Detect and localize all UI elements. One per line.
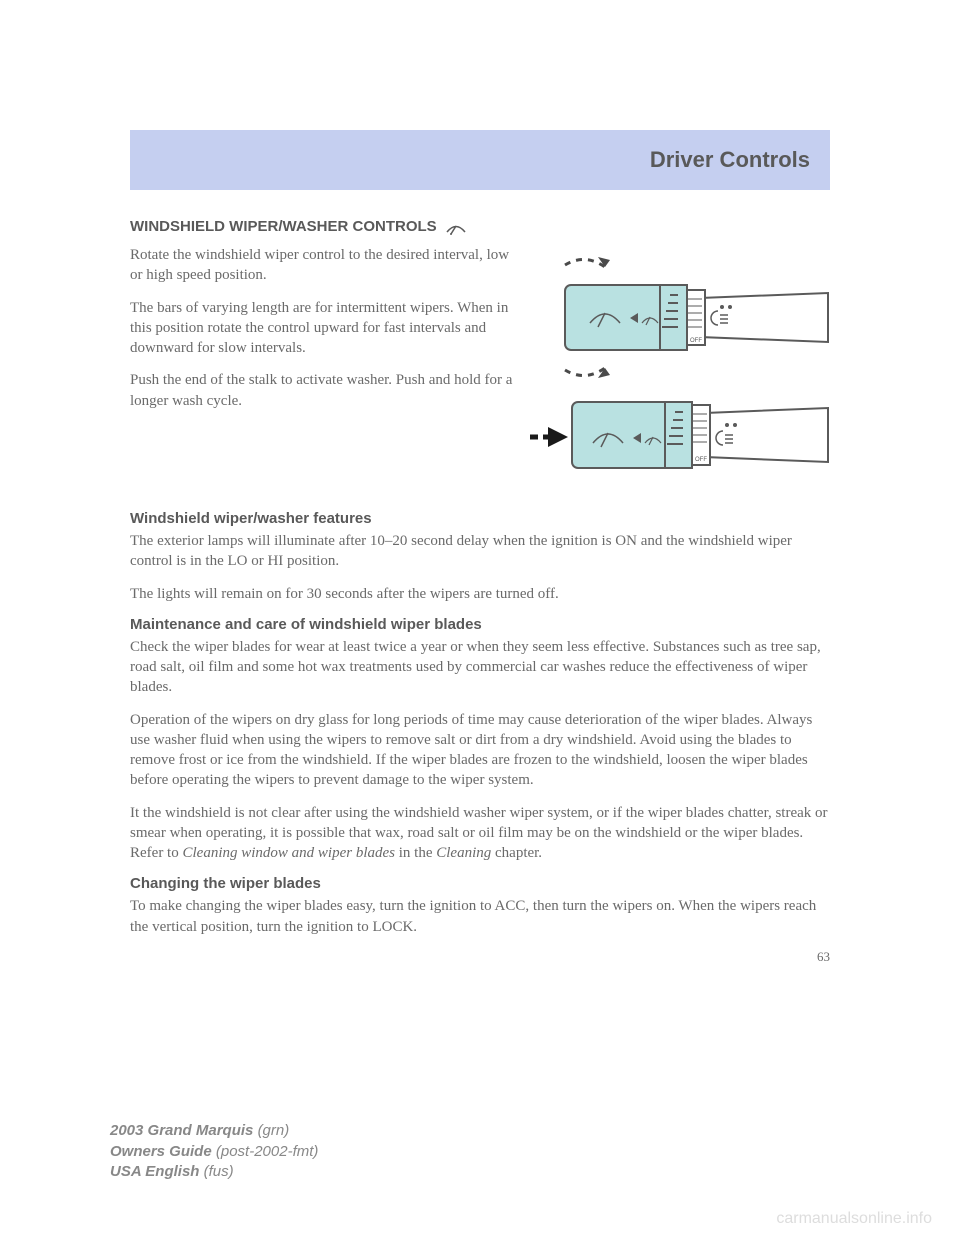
footer-model: 2003 Grand Marquis bbox=[110, 1122, 258, 1139]
footer-line-3: USA English (fus) bbox=[110, 1162, 318, 1182]
page-content: Driver Controls WINDSHIELD WIPER/WASHER … bbox=[130, 130, 830, 965]
watermark: carmanualsonline.info bbox=[776, 1210, 932, 1228]
features-p1: The exterior lamps will illuminate after… bbox=[130, 531, 830, 572]
maintenance-heading: Maintenance and care of windshield wiper… bbox=[130, 616, 830, 633]
features-p2: The lights will remain on for 30 seconds… bbox=[130, 584, 830, 604]
footer-lang: USA English bbox=[110, 1163, 204, 1180]
footer-guide: Owners Guide bbox=[110, 1143, 216, 1160]
chapter-title: Driver Controls bbox=[650, 147, 810, 173]
maint-p2: Operation of the wipers on dry glass for… bbox=[130, 710, 830, 791]
maint-p3: It the windshield is not clear after usi… bbox=[130, 803, 830, 864]
maint-p3-i2: Cleaning bbox=[436, 845, 491, 861]
footer-block: 2003 Grand Marquis (grn) Owners Guide (p… bbox=[110, 1121, 318, 1182]
para-rotate: Rotate the windshield wiper control to t… bbox=[130, 245, 515, 286]
intro-text-column: Rotate the windshield wiper control to t… bbox=[130, 245, 515, 490]
features-heading: Windshield wiper/washer features bbox=[130, 510, 830, 527]
footer-code-1: (grn) bbox=[258, 1122, 290, 1139]
para-bars: The bars of varying length are for inter… bbox=[130, 298, 515, 359]
intro-row: Rotate the windshield wiper control to t… bbox=[130, 245, 830, 490]
svg-text:OFF: OFF bbox=[690, 338, 702, 344]
maint-p3-c: chapter. bbox=[491, 845, 542, 861]
footer-code-3: (fus) bbox=[204, 1163, 234, 1180]
section-heading-row: WINDSHIELD WIPER/WASHER CONTROLS bbox=[130, 218, 830, 235]
para-push: Push the end of the stalk to activate wa… bbox=[130, 370, 515, 411]
maint-p3-b: in the bbox=[395, 845, 436, 861]
page-number: 63 bbox=[130, 949, 830, 965]
change-p1: To make changing the wiper blades easy, … bbox=[130, 896, 830, 937]
footer-line-1: 2003 Grand Marquis (grn) bbox=[110, 1121, 318, 1141]
header-band: Driver Controls bbox=[130, 130, 830, 190]
maint-p3-i1: Cleaning window and wiper blades bbox=[182, 845, 395, 861]
rotate-stalk-diagram: OFF bbox=[530, 245, 830, 390]
push-stalk-diagram: OFF bbox=[530, 385, 830, 485]
change-heading: Changing the wiper blades bbox=[130, 875, 830, 892]
wiper-icon bbox=[445, 219, 467, 235]
section-heading: WINDSHIELD WIPER/WASHER CONTROLS bbox=[130, 218, 437, 235]
maint-p1: Check the wiper blades for wear at least… bbox=[130, 637, 830, 698]
diagram-column: OFF bbox=[530, 245, 830, 490]
footer-code-2: (post-2002-fmt) bbox=[216, 1143, 319, 1160]
svg-text:OFF: OFF bbox=[695, 457, 707, 463]
footer-line-2: Owners Guide (post-2002-fmt) bbox=[110, 1142, 318, 1162]
